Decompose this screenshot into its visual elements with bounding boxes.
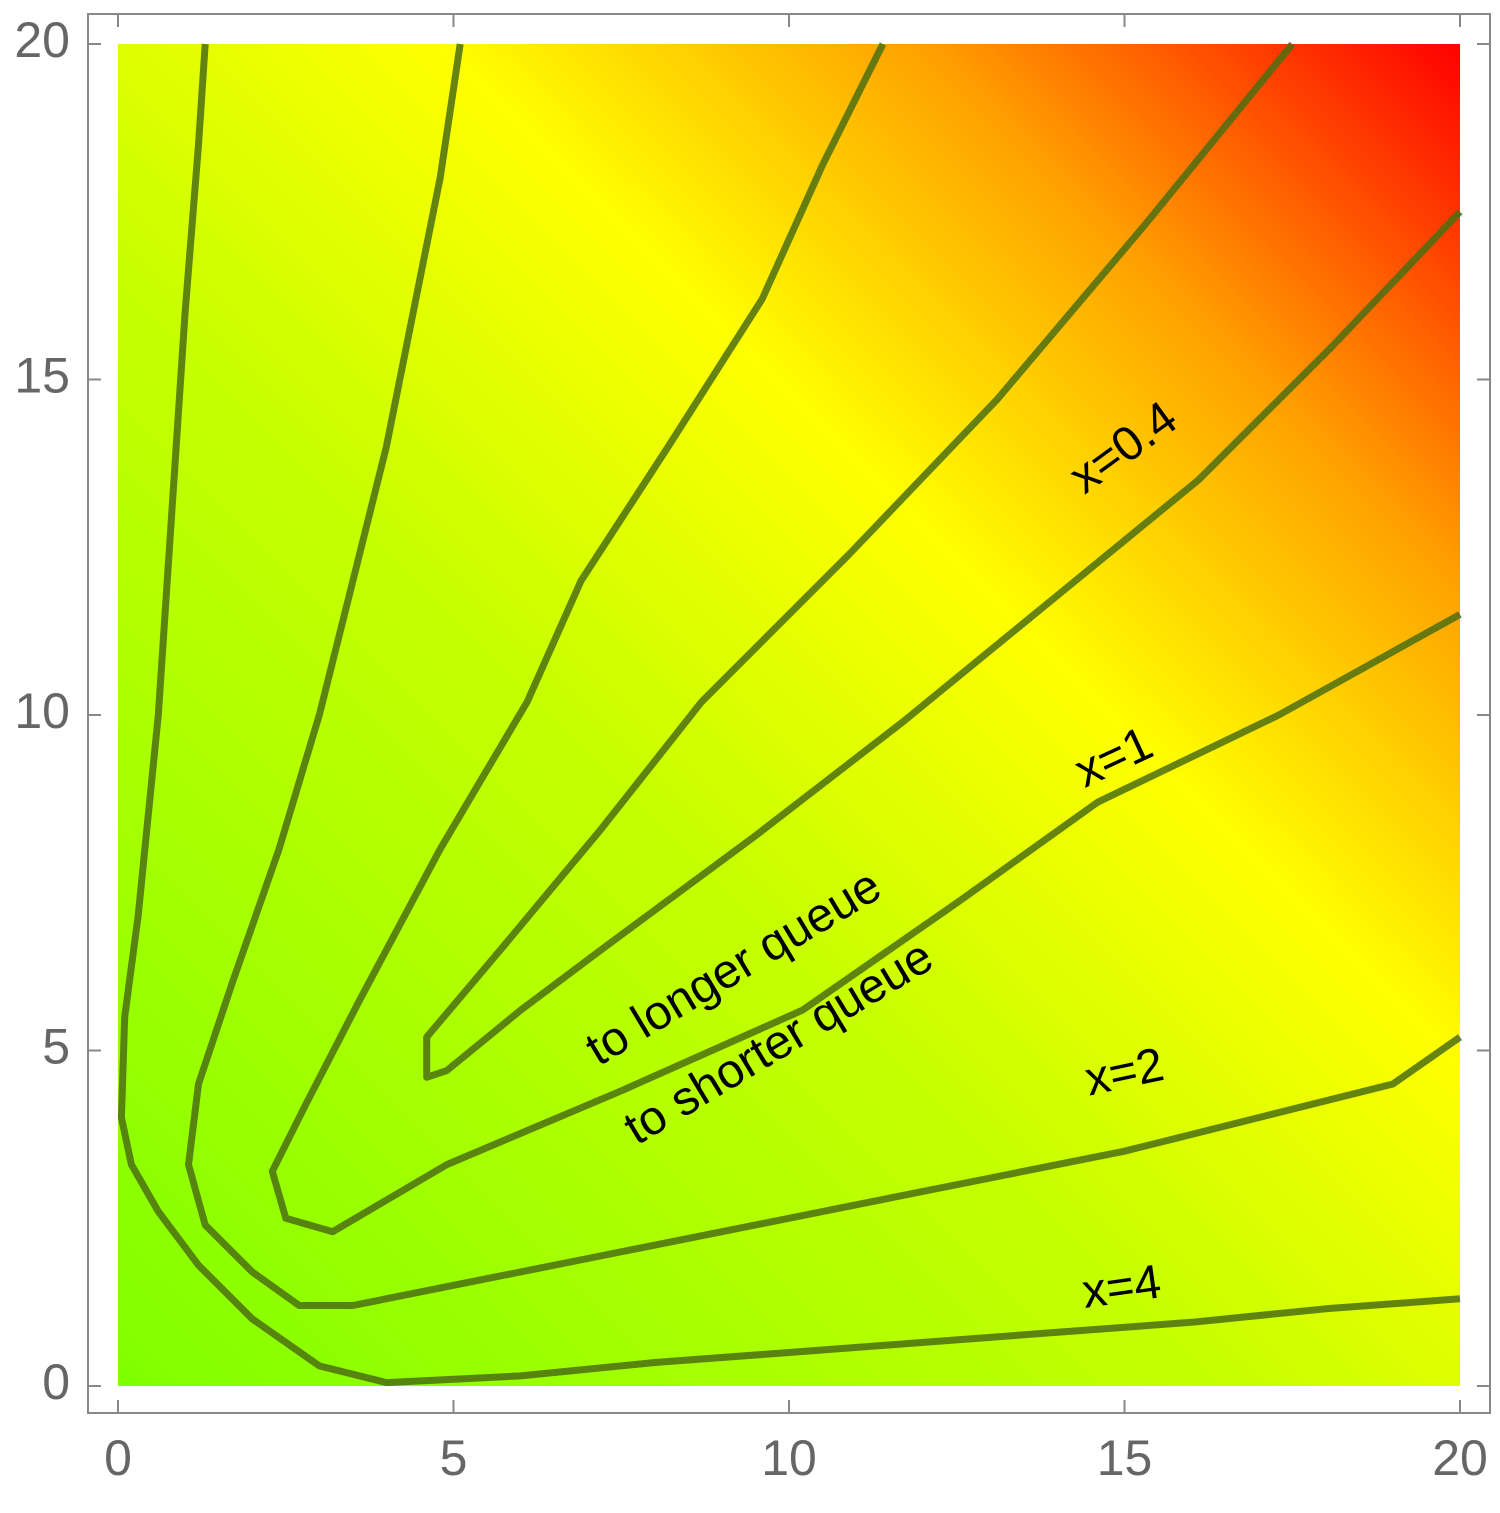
contour-line	[423, 41, 1463, 1081]
contour-line	[117, 43, 1461, 1387]
y-tick-label: 5	[42, 1019, 70, 1075]
y-tick-label: 20	[14, 12, 70, 68]
y-tick-label: 10	[14, 683, 70, 739]
contour-line	[185, 43, 1463, 1309]
y-tick-label: 15	[14, 348, 70, 404]
contour-label: x=4	[1079, 1255, 1164, 1318]
y-tick-label: 0	[42, 1354, 70, 1410]
x-tick-label: 5	[440, 1430, 468, 1486]
x-tick-label: 15	[1097, 1430, 1153, 1486]
contour-line	[268, 42, 1462, 1236]
x-tick-label: 20	[1432, 1430, 1488, 1486]
x-tick-label: 0	[104, 1430, 132, 1486]
color-field	[118, 44, 1460, 1386]
x-tick-label: 10	[761, 1430, 817, 1486]
